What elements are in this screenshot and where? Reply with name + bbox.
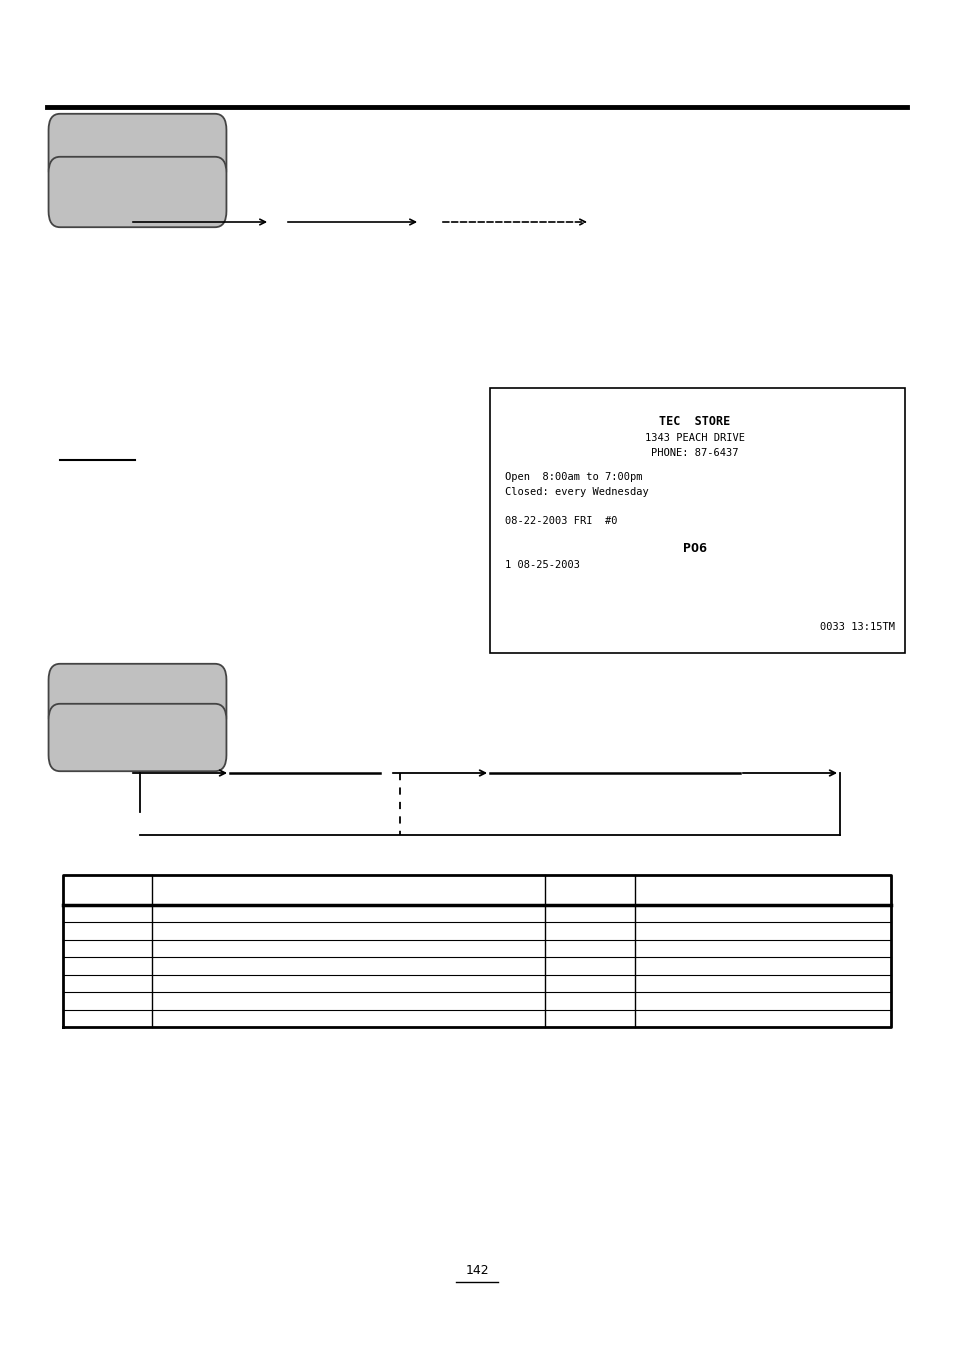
- FancyBboxPatch shape: [49, 113, 226, 184]
- Text: 0033 13:15TM: 0033 13:15TM: [820, 621, 894, 632]
- Text: PHONE: 87-6437: PHONE: 87-6437: [651, 449, 738, 458]
- Text: TEC  STORE: TEC STORE: [659, 415, 730, 428]
- Text: 1343 PEACH DRIVE: 1343 PEACH DRIVE: [644, 434, 744, 443]
- Text: 1 08-25-2003: 1 08-25-2003: [504, 561, 579, 570]
- Text: 142: 142: [465, 1263, 488, 1277]
- Bar: [490, 388, 904, 653]
- Text: 08-22-2003 FRI  #0: 08-22-2003 FRI #0: [504, 516, 617, 526]
- FancyBboxPatch shape: [49, 663, 226, 731]
- FancyBboxPatch shape: [49, 157, 226, 227]
- Text: Closed: every Wednesday: Closed: every Wednesday: [504, 486, 648, 497]
- FancyBboxPatch shape: [49, 704, 226, 771]
- Text: PO6: PO6: [682, 542, 706, 555]
- Text: Open  8:00am to 7:00pm: Open 8:00am to 7:00pm: [504, 471, 641, 482]
